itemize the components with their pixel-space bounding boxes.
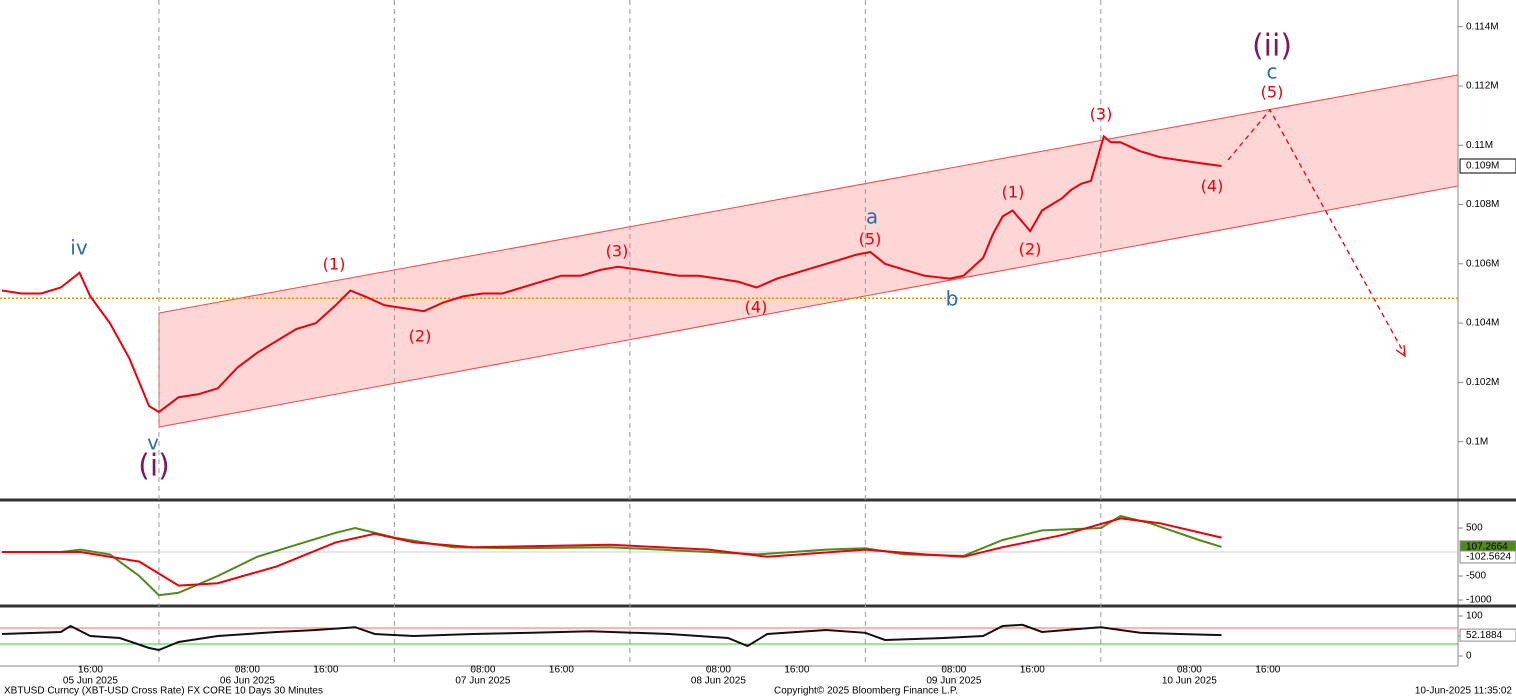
- last-value-label: -102.5624: [1466, 552, 1511, 563]
- x-tick-label: 16:00: [784, 665, 809, 676]
- y-tick-label: 0: [1466, 651, 1472, 662]
- x-tick-label: 16:00: [549, 665, 574, 676]
- last-value-box: [1459, 628, 1516, 642]
- last-value-label: 107.2664: [1466, 542, 1508, 553]
- wave-label: (2): [1019, 240, 1042, 259]
- footer-left: XBTUSD Curncy (XBT-USD Cross Rate) FX CO…: [4, 686, 323, 697]
- x-tick-label: 16:00: [313, 665, 338, 676]
- y-tick-label: 0.102M: [1466, 377, 1499, 388]
- x-date-label: 08 Jun 2025: [691, 676, 746, 687]
- y-tick-label: 100: [1466, 611, 1483, 622]
- last-value-label: 52.1884: [1466, 630, 1503, 641]
- x-tick-label: 08:00: [941, 665, 966, 676]
- wave-label: c: [1267, 60, 1278, 84]
- wave-label: (1): [1002, 183, 1025, 202]
- price-line: [2, 514, 1222, 597]
- x-date-label: 07 Jun 2025: [455, 676, 510, 687]
- wave-label: b: [946, 287, 959, 311]
- y-tick-label: 0.108M: [1466, 199, 1499, 210]
- x-tick-label: 08:00: [235, 665, 260, 676]
- y-tick-label: 0.1M: [1466, 436, 1488, 447]
- x-tick-label: 16:00: [1255, 665, 1280, 676]
- y-tick-label: -500: [1466, 571, 1486, 582]
- price-line: [2, 517, 1222, 587]
- y-tick-label: 0.112M: [1466, 81, 1499, 92]
- wave-label: (4): [1201, 177, 1224, 196]
- price-line: [1, 623, 1222, 652]
- wave-label: (i): [138, 449, 170, 484]
- wave-label: (5): [859, 230, 882, 249]
- wave-label: iv: [70, 236, 88, 260]
- x-tick-label: 08:00: [1177, 665, 1202, 676]
- last-value-box: [1459, 550, 1516, 564]
- x-date-label: 05 Jun 2025: [63, 676, 118, 687]
- wave-label: (3): [606, 242, 629, 261]
- wave-label: v: [147, 431, 159, 455]
- last-value-box: [1459, 158, 1516, 174]
- footer-center: Copyright© 2025 Bloomberg Finance L.P.: [774, 686, 958, 697]
- price-line: [1, 134, 1222, 414]
- y-tick-label: 0.106M: [1466, 258, 1499, 269]
- footer-right: 10-Jun-2025 11:35:02: [1415, 686, 1513, 697]
- x-tick-label: 16:00: [78, 665, 103, 676]
- y-tick-label: 0.11M: [1466, 140, 1493, 151]
- x-tick-label: 16:00: [1020, 665, 1045, 676]
- forecast-arrow: [1227, 108, 1406, 356]
- y-tick-label: 500: [1466, 523, 1483, 534]
- x-tick-label: 08:00: [470, 665, 495, 676]
- x-tick-label: 08:00: [706, 665, 731, 676]
- wave-label: (5): [1261, 83, 1284, 102]
- forecast-arrowhead: [1395, 344, 1406, 358]
- y-tick-label: -1000: [1466, 595, 1492, 606]
- x-date-label: 06 Jun 2025: [220, 676, 275, 687]
- x-date-label: 09 Jun 2025: [926, 676, 981, 687]
- wave-label: (3): [1090, 105, 1113, 124]
- x-date-label: 10 Jun 2025: [1162, 676, 1217, 687]
- y-tick-label: 0.114M: [1466, 21, 1499, 32]
- channel: [158, 74, 1459, 428]
- wave-label: (2): [409, 327, 432, 346]
- last-value-label: 0.109M: [1466, 161, 1499, 172]
- wave-label: (1): [323, 255, 346, 274]
- wave-label: a: [866, 205, 878, 229]
- y-tick-label: 0.104M: [1466, 318, 1499, 329]
- wave-label: (ii): [1252, 29, 1292, 64]
- wave-label: (4): [745, 298, 768, 317]
